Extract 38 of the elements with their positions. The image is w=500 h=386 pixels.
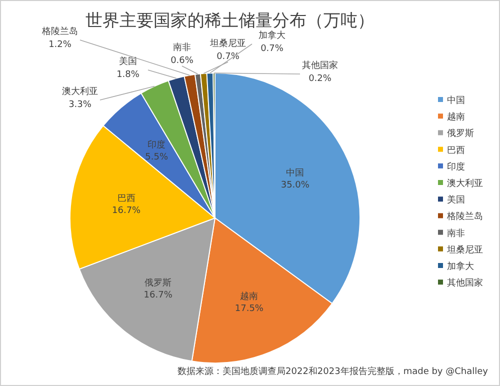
data-label: 0.2%	[308, 74, 332, 84]
data-label: 0.6%	[170, 56, 194, 66]
data-label: 5.5%	[145, 152, 168, 163]
data-label: 16.7%	[144, 290, 173, 301]
legend-label: 俄罗斯	[447, 128, 474, 140]
legend-label: 加拿大	[447, 261, 474, 272]
data-label: 35.0%	[280, 180, 310, 190]
source-note: 数据来源：美国地质调查局2022和2023年报告完整版，made by @Challey	[178, 366, 489, 377]
data-label: 3.3%	[68, 100, 92, 110]
slice-label: 美国	[119, 56, 137, 67]
legend-label: 南非	[447, 228, 465, 239]
legend-label: 美国	[447, 194, 465, 206]
data-label: 1.8%	[116, 70, 140, 80]
slice-label: 加拿大	[258, 30, 286, 41]
slice-label: 其他国家	[302, 60, 338, 71]
chart-title: 世界主要国家的稀土储量分布（万吨）	[86, 11, 374, 31]
legend-label: 越南	[447, 112, 465, 123]
data-label: 0.7%	[216, 52, 240, 62]
legend-label: 坦桑尼亚	[446, 244, 483, 256]
legend-label: 中国	[447, 95, 465, 106]
slice-label: 南非	[173, 42, 191, 53]
legend-label: 其他国家	[447, 278, 483, 289]
slice-label: 坦桑尼亚	[209, 38, 246, 49]
data-label: 16.7%	[112, 206, 142, 216]
slice-label: 巴西	[117, 194, 136, 204]
data-label: 17.5%	[234, 304, 264, 314]
slice-label: 越南	[240, 291, 258, 302]
slice-label: 格陵兰岛	[41, 26, 78, 37]
legend-label: 巴西	[447, 146, 465, 156]
slice-label: 中国	[286, 167, 304, 178]
data-label: 1.2%	[48, 40, 72, 50]
legend-label: 格陵兰岛	[446, 211, 483, 222]
legend-label: 澳大利亚	[447, 178, 483, 189]
legend-label: 印度	[447, 161, 465, 172]
slice-label: 澳大利亚	[62, 86, 98, 97]
data-label: 0.7%	[260, 44, 284, 54]
slice-label: 俄罗斯	[144, 278, 172, 289]
slice-label: 印度	[148, 140, 166, 151]
